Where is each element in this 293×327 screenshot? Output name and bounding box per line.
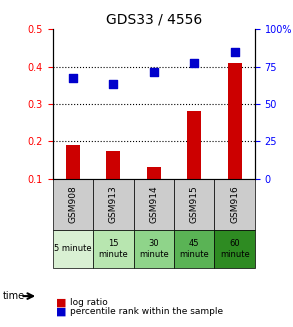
Text: 5 minute: 5 minute [54,245,92,253]
Text: ■: ■ [56,298,66,307]
Text: 45
minute: 45 minute [179,239,209,259]
FancyBboxPatch shape [53,230,93,268]
Bar [147,167,161,216]
Text: 60
minute: 60 minute [220,239,250,259]
FancyBboxPatch shape [174,179,214,230]
FancyBboxPatch shape [53,179,93,230]
Text: 30
minute: 30 minute [139,239,169,259]
Point [111,81,116,86]
FancyBboxPatch shape [93,179,134,230]
Text: GSM916: GSM916 [230,185,239,223]
Text: 15
minute: 15 minute [98,239,128,259]
Bar [187,112,201,216]
FancyBboxPatch shape [174,230,214,268]
FancyBboxPatch shape [134,179,174,230]
Bar [106,151,120,216]
Point [71,75,75,80]
Title: GDS33 / 4556: GDS33 / 4556 [106,13,202,27]
Point [232,49,237,54]
FancyBboxPatch shape [134,230,174,268]
Text: ■: ■ [56,306,66,316]
Bar [66,145,80,216]
Text: GSM908: GSM908 [69,185,77,223]
Text: GSM914: GSM914 [149,185,158,223]
FancyBboxPatch shape [214,179,255,230]
Text: GSM913: GSM913 [109,185,118,223]
Text: log ratio: log ratio [70,298,108,307]
FancyBboxPatch shape [93,230,134,268]
FancyBboxPatch shape [214,230,255,268]
Point [192,60,197,66]
Text: percentile rank within the sample: percentile rank within the sample [70,307,224,316]
Point [151,70,156,75]
Text: time: time [3,291,25,301]
Text: GSM915: GSM915 [190,185,199,223]
Bar [228,63,242,216]
